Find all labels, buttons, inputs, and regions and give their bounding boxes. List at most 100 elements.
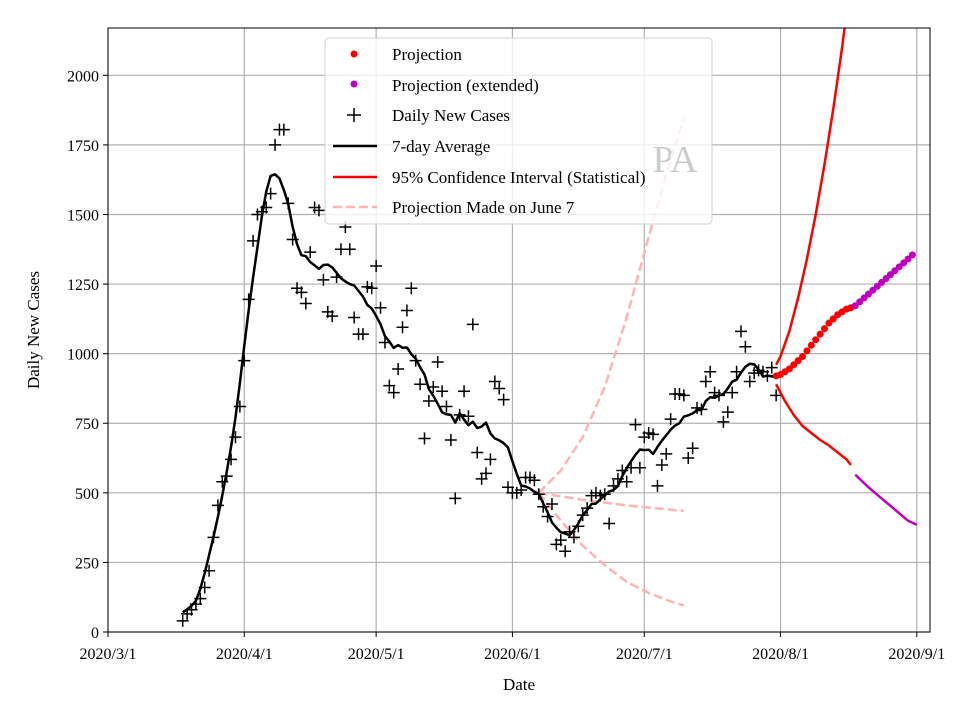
- daily-cases-marker: [484, 453, 497, 466]
- daily-cases-marker: [356, 328, 369, 341]
- daily-cases-marker: [458, 385, 471, 398]
- daily-cases-marker: [211, 499, 224, 512]
- daily-cases-marker: [392, 362, 405, 375]
- y-tick-label: 1000: [67, 347, 99, 364]
- daily-cases-marker: [734, 325, 747, 338]
- y-axis-label: Daily New Cases: [24, 271, 43, 389]
- daily-cases-marker: [488, 375, 501, 388]
- legend-label-confidence-interval: 95% Confidence Interval (Statistical): [392, 168, 646, 187]
- y-tick-label: 500: [75, 486, 99, 503]
- daily-cases-marker: [647, 428, 660, 441]
- x-tick-label: 2020/4/1: [216, 646, 273, 663]
- daily-cases-marker: [365, 282, 378, 295]
- daily-cases-marker: [436, 385, 449, 398]
- legend: Projection Projection (extended) Daily N…: [324, 37, 713, 225]
- projection-point: [785, 365, 793, 373]
- daily-cases-marker: [176, 614, 189, 627]
- projection-point: [794, 357, 802, 365]
- daily-cases-marker: [677, 389, 690, 402]
- daily-cases-marker: [699, 375, 712, 388]
- daily-cases-marker: [497, 393, 510, 406]
- daily-cases-marker: [277, 123, 290, 136]
- x-tick-label: 2020/9/1: [888, 646, 945, 663]
- daily-cases-marker: [312, 204, 325, 217]
- projection-extended-point: [904, 255, 912, 263]
- legend-label-june7-projection: Projection Made on June 7: [392, 198, 575, 217]
- daily-cases-marker: [225, 453, 238, 466]
- daily-cases-marker: [326, 310, 339, 323]
- daily-cases-marker: [664, 413, 677, 426]
- daily-cases-marker: [633, 461, 646, 474]
- daily-cases-marker: [471, 446, 484, 459]
- june7-projection-middle-line: [538, 491, 684, 513]
- axis-ticks: 2020/3/1 2020/4/1 2020/5/1 2020/6/1 2020/7/1…: [67, 68, 945, 663]
- daily-cases-marker: [717, 415, 730, 428]
- x-tick-label: 2020/6/1: [484, 646, 541, 663]
- ci-lower-line: [774, 383, 852, 466]
- ci-upper-line: [774, 28, 846, 366]
- june7-projection-lower-line: [537, 492, 685, 607]
- daily-cases-marker: [387, 386, 400, 399]
- y-tick-label: 250: [75, 555, 99, 572]
- daily-cases-marker: [770, 389, 783, 402]
- daily-cases-marker: [743, 375, 756, 388]
- x-tick-label: 2020/3/1: [80, 646, 137, 663]
- daily-cases-marker: [370, 259, 383, 272]
- y-tick-label: 2000: [67, 68, 99, 85]
- daily-cases-marker: [765, 361, 778, 374]
- daily-cases-marker: [444, 433, 457, 446]
- projection-point: [803, 347, 811, 355]
- daily-cases-marker: [247, 234, 260, 247]
- projection-point: [812, 336, 820, 344]
- daily-cases-marker: [651, 479, 664, 492]
- daily-cases-marker: [493, 382, 506, 395]
- daily-cases-marker: [422, 394, 435, 407]
- legend-marker-daily-cases: [347, 108, 361, 122]
- daily-cases-marker: [660, 447, 673, 460]
- legend-marker-projection-extended: [350, 80, 358, 88]
- projection-point: [825, 319, 833, 327]
- daily-cases-marker: [383, 379, 396, 392]
- seven-day-average-line: [182, 173, 777, 614]
- daily-cases-marker: [480, 467, 493, 480]
- x-tick-label: 2020/8/1: [752, 646, 809, 663]
- daily-cases-marker: [418, 432, 431, 445]
- daily-cases-marker: [238, 354, 251, 367]
- daily-cases-marker: [721, 406, 734, 419]
- x-tick-label: 2020/7/1: [616, 646, 673, 663]
- projection-point: [816, 330, 824, 338]
- daily-cases-marker: [400, 304, 413, 317]
- daily-cases-marker: [466, 318, 479, 331]
- daily-cases-marker: [299, 297, 312, 310]
- daily-cases-marker: [414, 378, 427, 391]
- legend-label-daily-cases: Daily New Cases: [392, 106, 510, 125]
- daily-cases-marker: [449, 492, 462, 505]
- legend-label-projection: Projection: [392, 45, 462, 64]
- daily-cases-marker: [726, 386, 739, 399]
- x-axis-label: Date: [503, 675, 535, 694]
- ci-lower-extended-line: [854, 473, 918, 526]
- legend-box: [324, 37, 713, 225]
- daily-cases-marker: [682, 452, 695, 465]
- y-tick-label: 0: [91, 625, 99, 642]
- y-tick-label: 1750: [67, 138, 99, 155]
- daily-cases-marker: [545, 497, 558, 510]
- daily-cases-marker: [304, 246, 317, 259]
- daily-cases-marker: [440, 400, 453, 413]
- projection-point: [821, 325, 829, 333]
- legend-label-projection-extended: Projection (extended): [392, 76, 539, 95]
- daily-cases-marker: [431, 356, 444, 369]
- daily-cases-marker: [554, 534, 567, 547]
- y-tick-label: 750: [75, 416, 99, 433]
- series-clipped: [176, 28, 918, 627]
- projection-point: [807, 341, 815, 349]
- daily-cases-marker: [567, 531, 580, 544]
- daily-cases-marker: [559, 545, 572, 558]
- legend-marker-projection: [350, 50, 358, 58]
- x-tick-label: 2020/5/1: [348, 646, 405, 663]
- projection-point: [829, 315, 837, 323]
- series-layer: [176, 28, 918, 627]
- y-tick-label: 1250: [67, 277, 99, 294]
- daily-cases-marker: [343, 243, 356, 256]
- daily-cases-marker: [686, 442, 699, 455]
